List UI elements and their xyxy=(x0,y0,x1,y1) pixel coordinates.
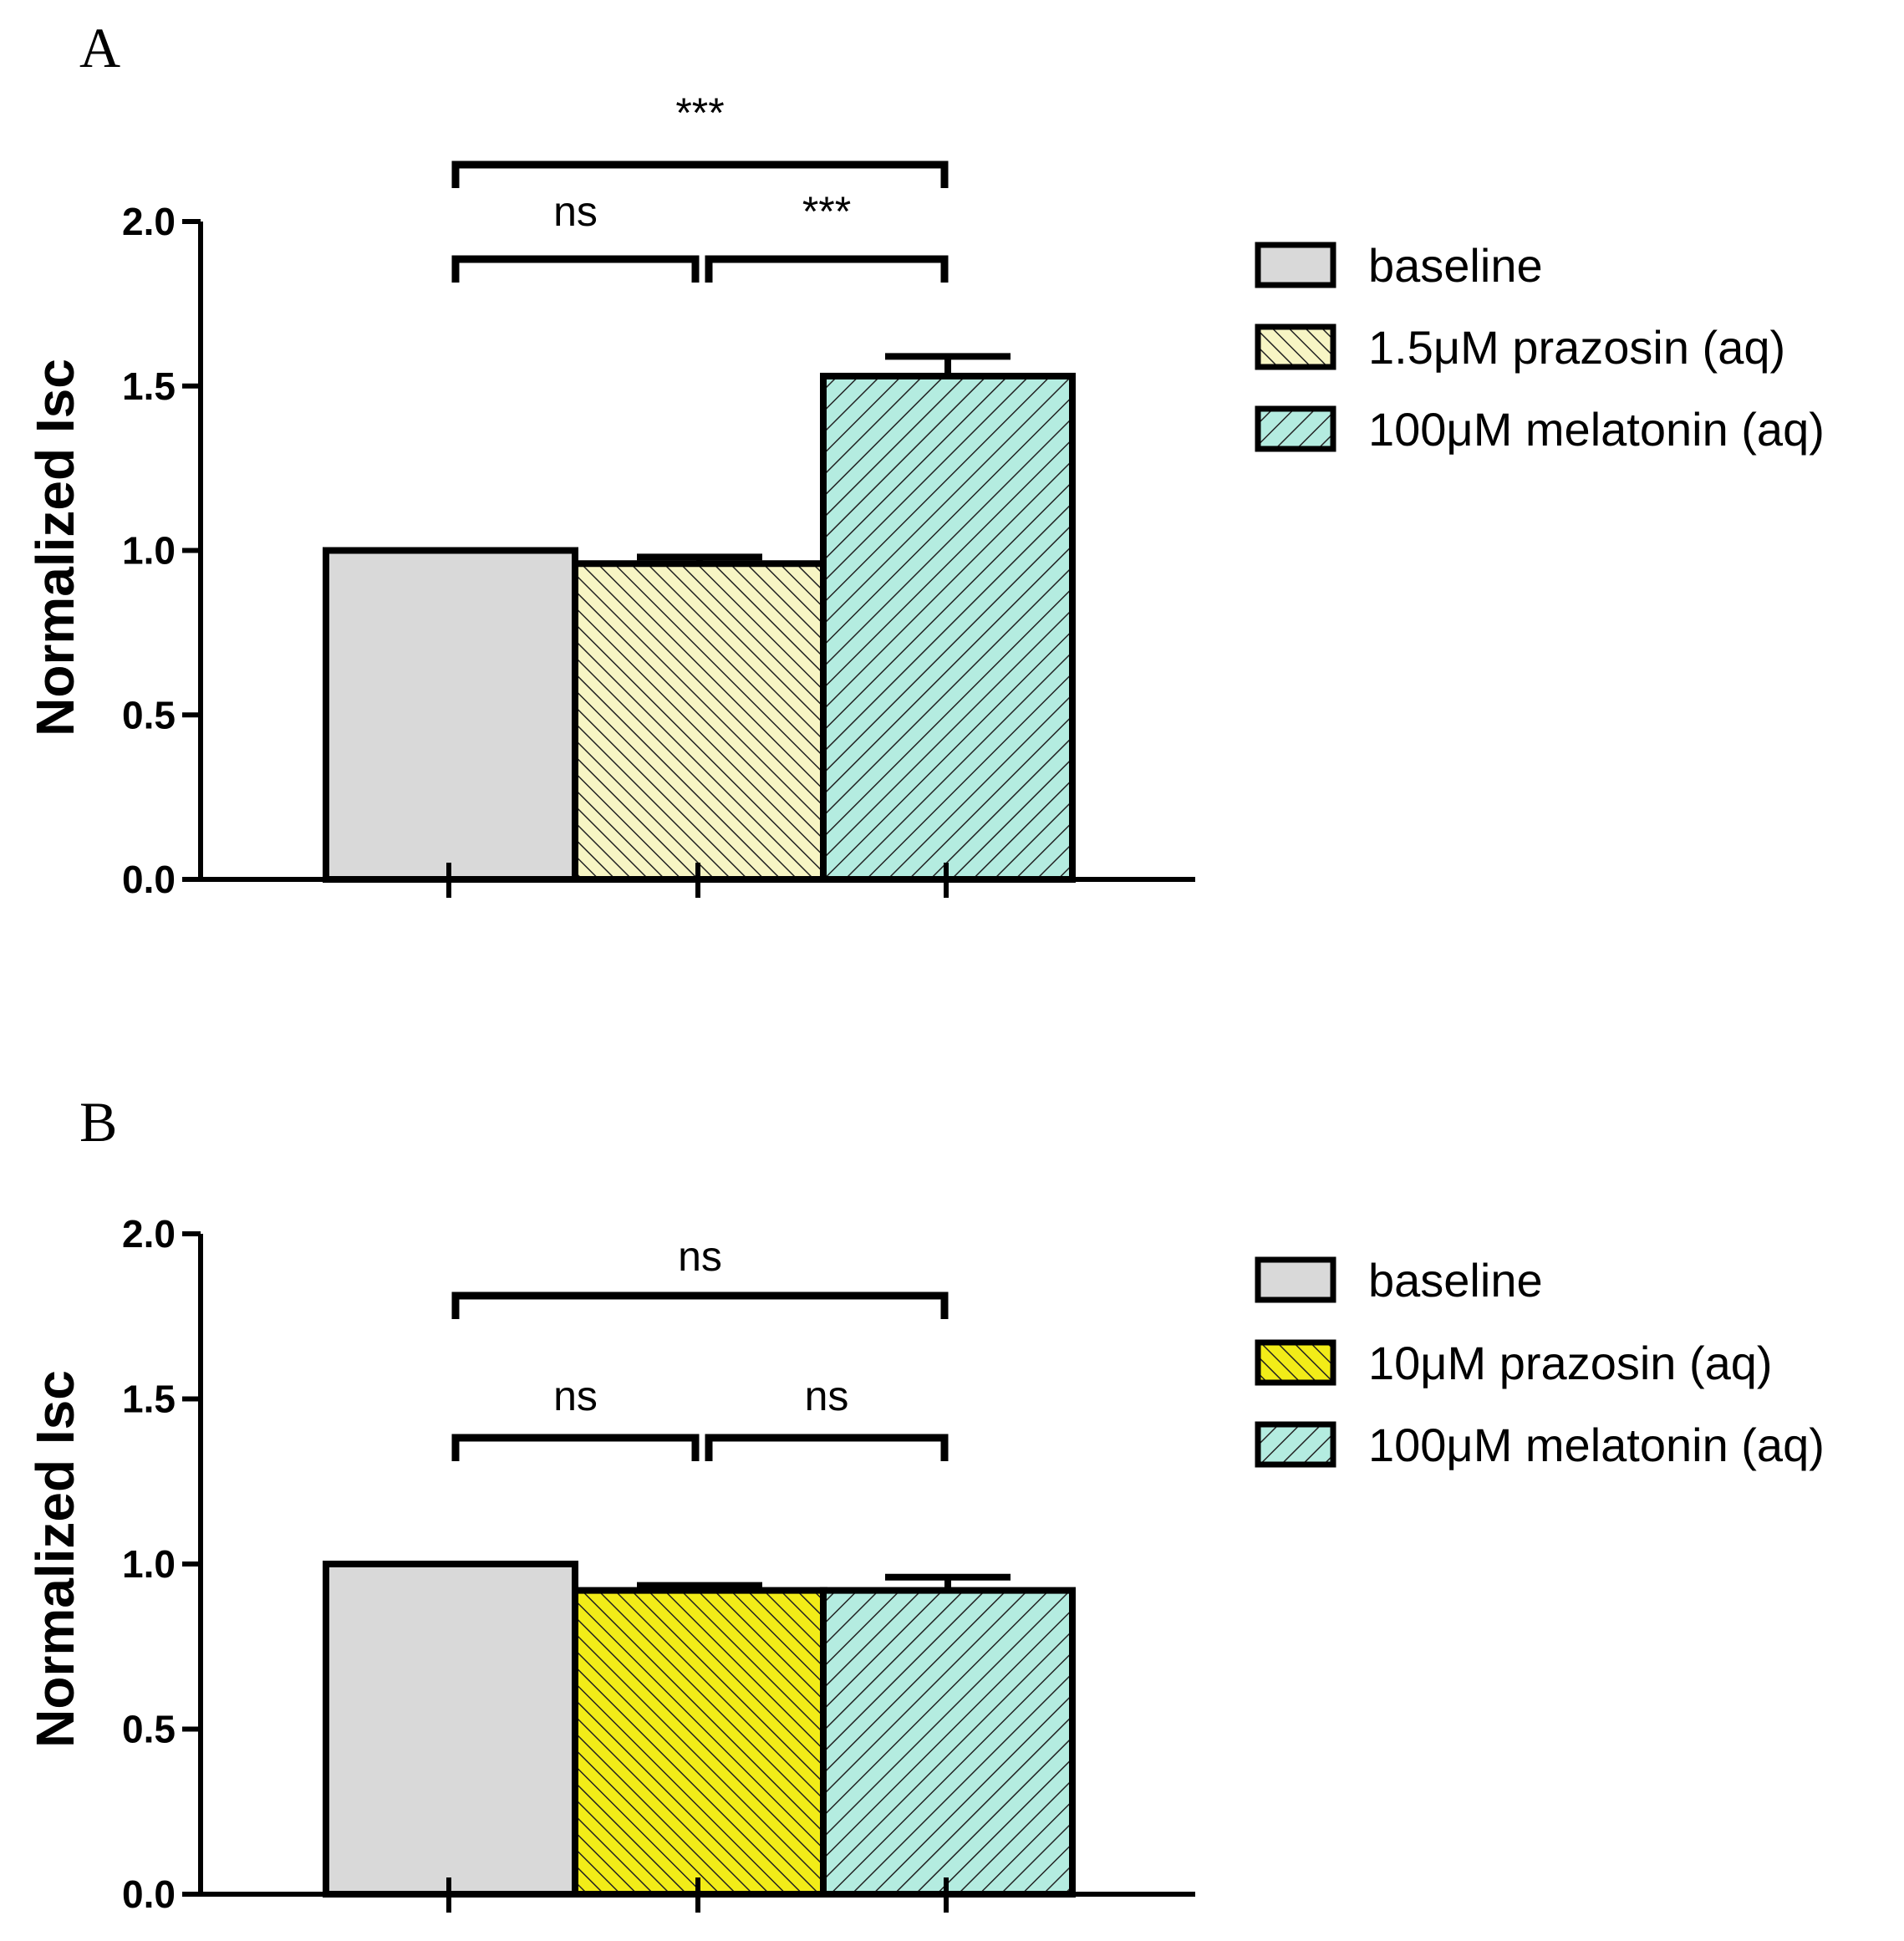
legend-item: 100μM melatonin (aq) xyxy=(1255,403,1825,456)
y-axis-ticks: 0.0 0.5 1.0 1.5 2.0 xyxy=(122,1212,201,1916)
legend-swatch xyxy=(1255,1256,1336,1303)
bar-fill xyxy=(326,1564,575,1894)
panel-letter: A xyxy=(79,16,120,79)
legend: baseline 1.5μM prazosin (aq) 100μM melat… xyxy=(1255,239,1825,456)
legend-swatch-hatch xyxy=(1258,1342,1333,1383)
significance-label: ns xyxy=(553,1373,598,1419)
legend-item: baseline xyxy=(1255,1254,1543,1307)
legend-item: baseline xyxy=(1255,239,1543,292)
legend-swatch-border xyxy=(1255,324,1336,370)
significance-label: ns xyxy=(678,1233,722,1280)
legend-swatch-hatch xyxy=(1258,409,1333,449)
bar-hatch xyxy=(575,1590,824,1894)
y-axis-title: Normalized Isc xyxy=(25,359,85,736)
significance-bracket xyxy=(705,255,949,283)
significance-bracket xyxy=(451,1434,700,1461)
y-axis-title: Normalized Isc xyxy=(25,1370,85,1748)
bar-fill xyxy=(326,550,575,879)
bar-hatch xyxy=(823,1590,1072,1894)
significance-bracket xyxy=(451,255,700,283)
y-tick-label: 1.0 xyxy=(122,1542,176,1586)
legend-item: 100μM melatonin (aq) xyxy=(1255,1419,1825,1471)
legend-swatch-border xyxy=(1255,1339,1336,1386)
significance-bracket xyxy=(451,160,949,188)
significance-label: *** xyxy=(675,89,724,136)
y-tick-label: 2.0 xyxy=(122,1212,176,1256)
bars xyxy=(323,1561,1076,1898)
axes xyxy=(198,222,1195,898)
legend-swatch-hatch xyxy=(1258,1424,1333,1465)
error-bars xyxy=(637,1573,1011,1591)
significance-label: *** xyxy=(802,188,851,235)
y-tick-label: 0.0 xyxy=(122,858,176,901)
panel-b: B Normalized Isc 0.0 0.5 1.0 1.5 2.0 ns ns ns … xyxy=(25,1090,1825,1916)
significance-brackets: *** ns *** xyxy=(451,89,949,283)
legend-item: 10μM prazosin (aq) xyxy=(1255,1337,1773,1389)
significance-bracket xyxy=(705,1434,949,1461)
legend-swatch-border xyxy=(1255,405,1336,452)
significance-label: ns xyxy=(805,1373,849,1419)
y-axis-ticks: 0.0 0.5 1.0 1.5 2.0 xyxy=(122,200,201,901)
y-tick-label: 0.5 xyxy=(122,693,176,736)
y-tick-label: 2.0 xyxy=(122,200,176,243)
legend-label: 100μM melatonin (aq) xyxy=(1368,1419,1825,1471)
legend-swatch-hatch xyxy=(1258,327,1333,367)
y-tick-label: 1.0 xyxy=(122,529,176,573)
error-bars xyxy=(637,353,1011,564)
y-tick-label: 0.5 xyxy=(122,1708,176,1751)
legend-item: 1.5μM prazosin (aq) xyxy=(1255,321,1785,374)
y-tick-label: 1.5 xyxy=(122,1378,176,1421)
significance-label: ns xyxy=(553,188,598,235)
axes xyxy=(198,1234,1195,1913)
panel-letter: B xyxy=(79,1090,117,1154)
legend-label: 10μM prazosin (aq) xyxy=(1368,1337,1773,1389)
significance-brackets: ns ns ns xyxy=(451,1233,949,1461)
legend-label: 100μM melatonin (aq) xyxy=(1368,403,1825,456)
y-tick-label: 1.5 xyxy=(122,364,176,408)
y-tick-label: 0.0 xyxy=(122,1872,176,1916)
significance-bracket xyxy=(451,1291,949,1319)
bars xyxy=(323,372,1076,883)
legend-label: 1.5μM prazosin (aq) xyxy=(1368,321,1785,374)
legend-label: baseline xyxy=(1368,239,1543,292)
legend: baseline 10μM prazosin (aq) 100μM melato… xyxy=(1255,1254,1825,1471)
bar-hatch xyxy=(823,375,1072,879)
legend-swatch xyxy=(1255,242,1336,288)
panel-a: A Normalized Isc 0.00.51.01.52.0 ***ns **… xyxy=(25,16,1825,901)
legend-swatch-border xyxy=(1255,1421,1336,1468)
legend-label: baseline xyxy=(1368,1254,1543,1307)
bar-hatch xyxy=(575,563,824,879)
